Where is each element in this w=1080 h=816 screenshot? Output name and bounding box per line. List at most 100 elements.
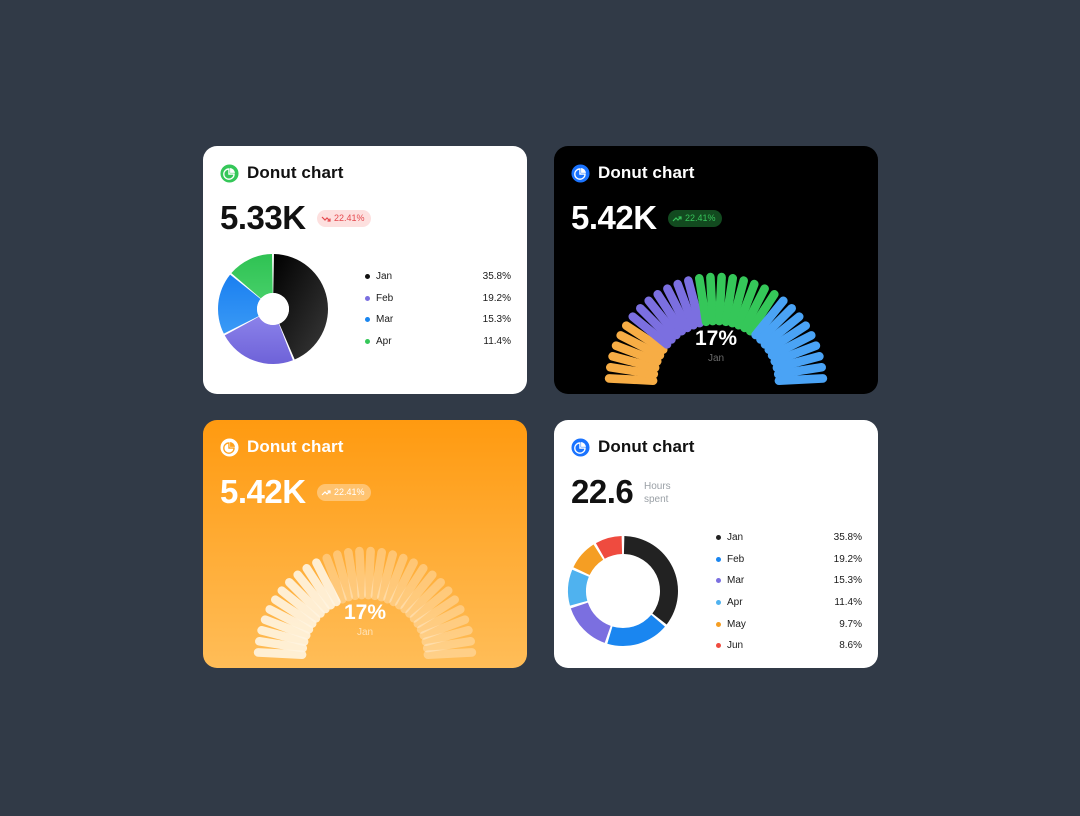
radial-bar <box>756 304 796 344</box>
radial-bar <box>695 274 711 327</box>
kpi-value: 22.6 <box>571 473 634 510</box>
legend-value: 15.3% <box>833 575 862 587</box>
pie-slice-feb <box>224 316 293 364</box>
legend-item: Apr 11.4% <box>365 331 511 353</box>
pie-slice-apr <box>231 254 273 299</box>
radial-bar <box>400 570 437 614</box>
center-label: Jan <box>356 627 374 638</box>
donut-card-light: Donut chart 5.33K 22.41% Jan 35.8% Feb 19.… <box>203 146 527 394</box>
donut-slice-mar <box>570 602 611 643</box>
pie-slice-jan <box>273 254 328 360</box>
legend-value: 11.4% <box>483 336 511 348</box>
radial-bar <box>684 276 704 328</box>
legend-value: 35.8% <box>482 271 511 283</box>
donut-card-orange: Donut chart 5.42K 22.41% 17% Jan <box>203 420 527 668</box>
radial-bar <box>422 637 476 653</box>
donut-slice-apr <box>568 569 589 606</box>
trend-badge: 22.41% <box>317 210 371 227</box>
legend-item: Mar 15.3% <box>716 570 862 592</box>
radial-bar <box>271 595 317 628</box>
donut-slice-may <box>573 544 604 576</box>
radial-bar <box>416 605 465 634</box>
trend-badge: 22.41% <box>317 484 371 501</box>
radial-bar <box>344 548 360 601</box>
radial-bar <box>333 550 353 602</box>
legend-dot <box>365 274 370 280</box>
legend-label: Feb <box>376 292 394 304</box>
legend-label: May <box>727 618 746 630</box>
radial-bar <box>728 276 748 328</box>
radial-bar <box>751 296 788 340</box>
radial-bar <box>383 553 408 604</box>
card-header: Donut chart <box>571 163 694 183</box>
pie-center-hole <box>257 293 289 325</box>
chart-legend: Jan 35.8% Feb 19.2% Mar 15.3% Apr 11.4% <box>365 266 511 352</box>
radial-bar <box>419 615 470 640</box>
legend-label: Jan <box>727 532 744 544</box>
radial-bar <box>312 558 341 607</box>
center-percentage: 17% <box>694 327 738 350</box>
radial-bar <box>770 341 821 366</box>
legend-dot <box>716 621 721 627</box>
legend-value: 19.2% <box>482 292 511 304</box>
card-title: Donut chart <box>598 163 695 182</box>
radial-bar <box>605 363 659 379</box>
kpi-unit-line: spent <box>644 494 669 505</box>
legend-value: 15.3% <box>482 314 511 326</box>
legend-item: Jan 35.8% <box>365 266 511 288</box>
radial-bar <box>253 648 307 659</box>
radial-bar <box>389 558 418 607</box>
radial-bar <box>772 352 824 372</box>
radial-bar <box>604 374 658 385</box>
radial-bar <box>740 284 769 333</box>
kpi-value: 5.33K <box>220 199 306 236</box>
trend-down-icon <box>321 216 331 222</box>
radial-bar <box>746 290 779 336</box>
legend-label: Apr <box>376 336 392 348</box>
radial-bar <box>644 296 681 340</box>
legend-item: May 9.7% <box>716 613 862 635</box>
legend-label: Apr <box>727 597 743 609</box>
radial-bar <box>293 570 330 614</box>
radial-bar <box>721 274 737 327</box>
donut-chart <box>568 536 678 646</box>
radial-bar <box>706 272 717 326</box>
card-title: Donut chart <box>247 163 344 182</box>
legend-dot <box>716 535 721 541</box>
legend-dot <box>716 556 721 562</box>
radial-bar <box>636 304 676 344</box>
radial-bar <box>322 553 347 604</box>
radial-bar <box>653 290 686 336</box>
card-title: Donut chart <box>598 437 695 456</box>
legend-label: Jun <box>727 640 744 652</box>
radial-bar <box>774 374 828 385</box>
legend-dot <box>365 339 370 345</box>
pie-chart-icon <box>571 163 590 183</box>
legend-value: 9.7% <box>839 618 862 630</box>
trend-value: 22.41% <box>334 213 365 223</box>
legend-item: Feb 19.2% <box>365 288 511 310</box>
radial-bar <box>611 341 662 366</box>
legend-dot <box>716 578 721 584</box>
legend-dot <box>365 317 370 323</box>
radial-bar <box>616 331 665 360</box>
legend-value: 8.6% <box>839 640 862 652</box>
radial-bar <box>673 279 698 330</box>
radial-bar <box>622 321 668 354</box>
radial-bar <box>760 312 804 349</box>
pie-chart-icon <box>220 163 239 183</box>
donut-slice-jan <box>623 536 678 625</box>
radial-bar <box>764 321 810 354</box>
kpi-value: 5.42K <box>571 199 657 236</box>
pie-chart <box>218 254 328 364</box>
radial-bar-chart <box>253 546 477 659</box>
donut-slice-jun <box>595 536 623 559</box>
radial-bar-chart <box>604 272 828 385</box>
kpi-unit-line: Hours <box>644 481 671 492</box>
legend-value: 19.2% <box>833 553 862 565</box>
trend-up-icon <box>321 489 331 495</box>
radial-bar <box>285 578 325 618</box>
radial-bar <box>663 284 692 333</box>
legend-item: Jan 35.8% <box>716 527 862 549</box>
pie-slice-mar <box>218 274 261 334</box>
